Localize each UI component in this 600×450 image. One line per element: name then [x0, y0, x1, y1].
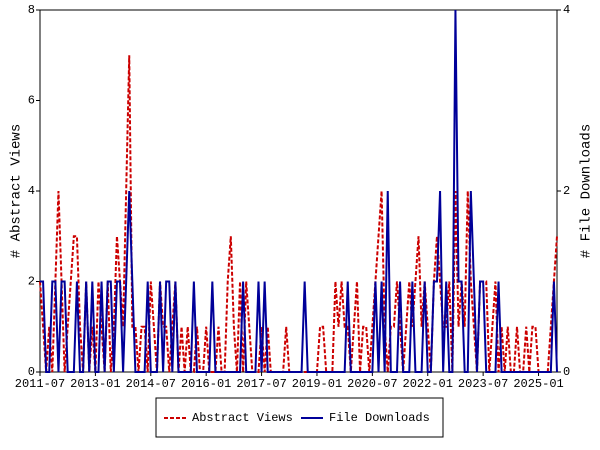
x-tick-label: 2013-01: [70, 377, 120, 391]
x-tick-label: 2020-07: [347, 377, 397, 391]
y-tick-label: 8: [28, 3, 35, 17]
x-tick-label: 2011-07: [15, 377, 65, 391]
y-axis-label: # Abstract Views: [9, 124, 25, 258]
legend-label: File Downloads: [329, 411, 430, 425]
x-tick-label: 2016-01: [181, 377, 231, 391]
series-line: [40, 9, 558, 373]
y-tick-label: 6: [28, 94, 35, 108]
x-tick-label: 2025-01: [513, 377, 563, 391]
y-tick-label: 4: [28, 184, 35, 198]
y2-tick-label: 0: [563, 365, 570, 379]
x-tick-label: 2019-01: [292, 377, 342, 391]
x-tick-label: 2022-01: [403, 377, 453, 391]
y2-axis-label: # File Downloads: [579, 124, 595, 258]
x-tick-label: 2014-07: [126, 377, 176, 391]
legend-box: [155, 397, 444, 438]
x-tick-label: 2017-07: [236, 377, 286, 391]
y-tick-label: 2: [28, 275, 35, 289]
x-tick-label: 2023-07: [458, 377, 508, 391]
y-tick-label: 0: [28, 365, 35, 379]
legend-label: Abstract Views: [192, 411, 293, 425]
y2-tick-label: 2: [563, 184, 570, 198]
y2-tick-label: 4: [563, 3, 570, 17]
